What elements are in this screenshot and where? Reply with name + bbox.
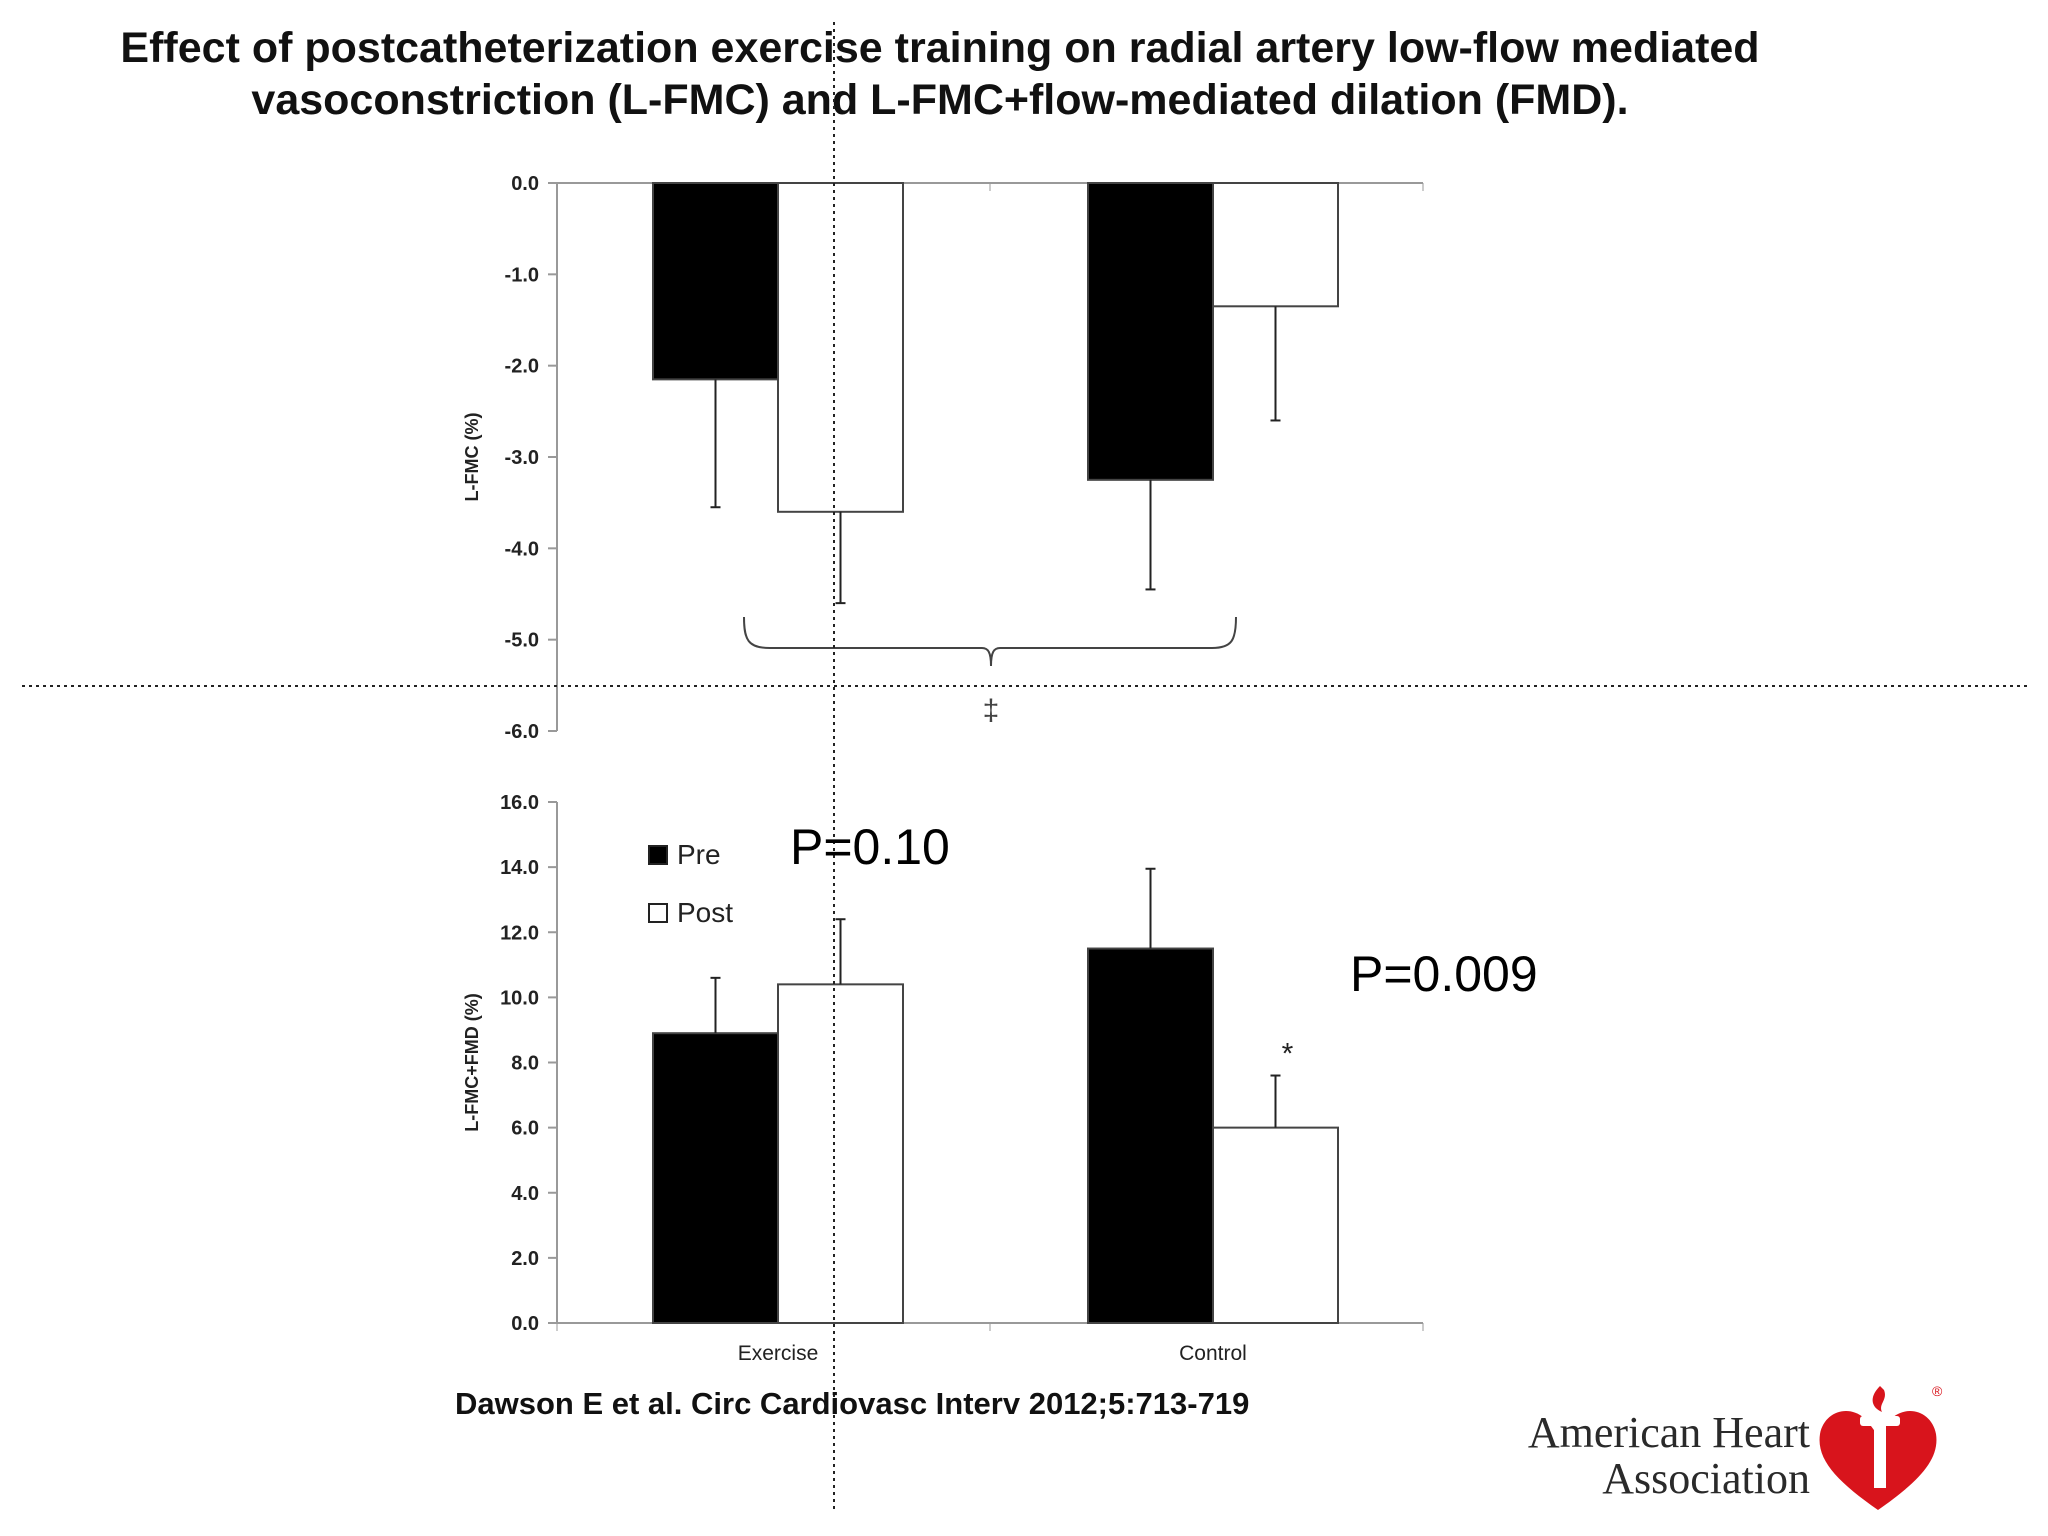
bar-post-control bbox=[1212, 182, 1339, 308]
bar-pre-control bbox=[1087, 947, 1214, 1324]
legend-label-pre: Pre bbox=[677, 839, 721, 870]
y-tick-label: -1.0 bbox=[505, 264, 539, 286]
bar-post-exercise bbox=[777, 983, 904, 1324]
guide-lines bbox=[22, 22, 2030, 1512]
title-line-2: vasoconstriction (L-FMC) and L-FMC+flow-… bbox=[251, 76, 1629, 124]
x-category-label: Control bbox=[1179, 1342, 1247, 1365]
torch-flame bbox=[1872, 1386, 1885, 1412]
y-tick-label: 8.0 bbox=[511, 1053, 539, 1075]
significance-brace bbox=[743, 616, 1237, 667]
y-tick-label: 10.0 bbox=[500, 987, 539, 1009]
y-tick-label: -3.0 bbox=[505, 447, 539, 469]
y-tick-label: 14.0 bbox=[500, 857, 539, 879]
y-axis-label: L-FMC+FMD (%) bbox=[462, 993, 482, 1131]
bar-post-exercise bbox=[777, 182, 904, 513]
y-tick-label: -4.0 bbox=[505, 538, 539, 560]
figure-title: Effect of postcatheterization exercise t… bbox=[0, 22, 1880, 126]
y-tick-label: 4.0 bbox=[511, 1183, 539, 1205]
y-tick-label: 0.0 bbox=[511, 173, 539, 195]
x-category-label: Exercise bbox=[738, 1342, 819, 1365]
torch-handle bbox=[1874, 1426, 1886, 1488]
p-value-exercise: P=0.10 bbox=[790, 819, 950, 875]
torch-cup bbox=[1860, 1416, 1900, 1426]
bar-pre-exercise bbox=[652, 182, 779, 381]
significance-marker-bottom: * bbox=[1282, 1038, 1294, 1071]
citation: Dawson E et al. Circ Cardiovasc Interv 2… bbox=[455, 1386, 1250, 1421]
y-tick-label: 16.0 bbox=[500, 792, 539, 814]
y-tick-label: 6.0 bbox=[511, 1118, 539, 1140]
significance-marker-top: ‡ bbox=[983, 694, 1000, 727]
brand-line-2: Association bbox=[1602, 1454, 1810, 1503]
legend: Pre Post bbox=[648, 839, 733, 928]
bar-post-control bbox=[1212, 1126, 1339, 1324]
bottom-chart-panel: 0.0 2.0 4.0 6.0 8.0 10.0 12.0 14.0 16.0 L-FMC+FMD… bbox=[462, 792, 1424, 1365]
legend-label-post: Post bbox=[677, 897, 733, 928]
brand-name: American Heart Association bbox=[1490, 1410, 1810, 1502]
registered-mark: ® bbox=[1932, 1383, 1943, 1399]
y-tick-label: 12.0 bbox=[500, 922, 539, 944]
y-tick-label: -2.0 bbox=[505, 356, 539, 378]
legend-swatch-post bbox=[648, 903, 668, 923]
bar-pre-control bbox=[1087, 182, 1214, 481]
y-tick-label: 0.0 bbox=[511, 1313, 539, 1335]
legend-swatch-pre bbox=[648, 845, 668, 865]
p-value-control: P=0.009 bbox=[1350, 946, 1538, 1002]
brand-line-1: American Heart bbox=[1527, 1408, 1810, 1457]
y-tick-label: -5.0 bbox=[505, 630, 539, 652]
top-chart-panel: 0.0 -1.0 -2.0 -3.0 -4.0 -5.0 -6.0 L-FMC (%) ‡ bbox=[462, 173, 1424, 743]
y-tick-label: 2.0 bbox=[511, 1248, 539, 1270]
y-axis-label: L-FMC (%) bbox=[462, 413, 482, 502]
y-tick-label: -6.0 bbox=[505, 721, 539, 743]
bar-pre-exercise bbox=[652, 1032, 779, 1324]
title-line-1: Effect of postcatheterization exercise t… bbox=[120, 24, 1760, 72]
heart-torch-logo-icon: ® bbox=[1819, 1383, 1943, 1510]
